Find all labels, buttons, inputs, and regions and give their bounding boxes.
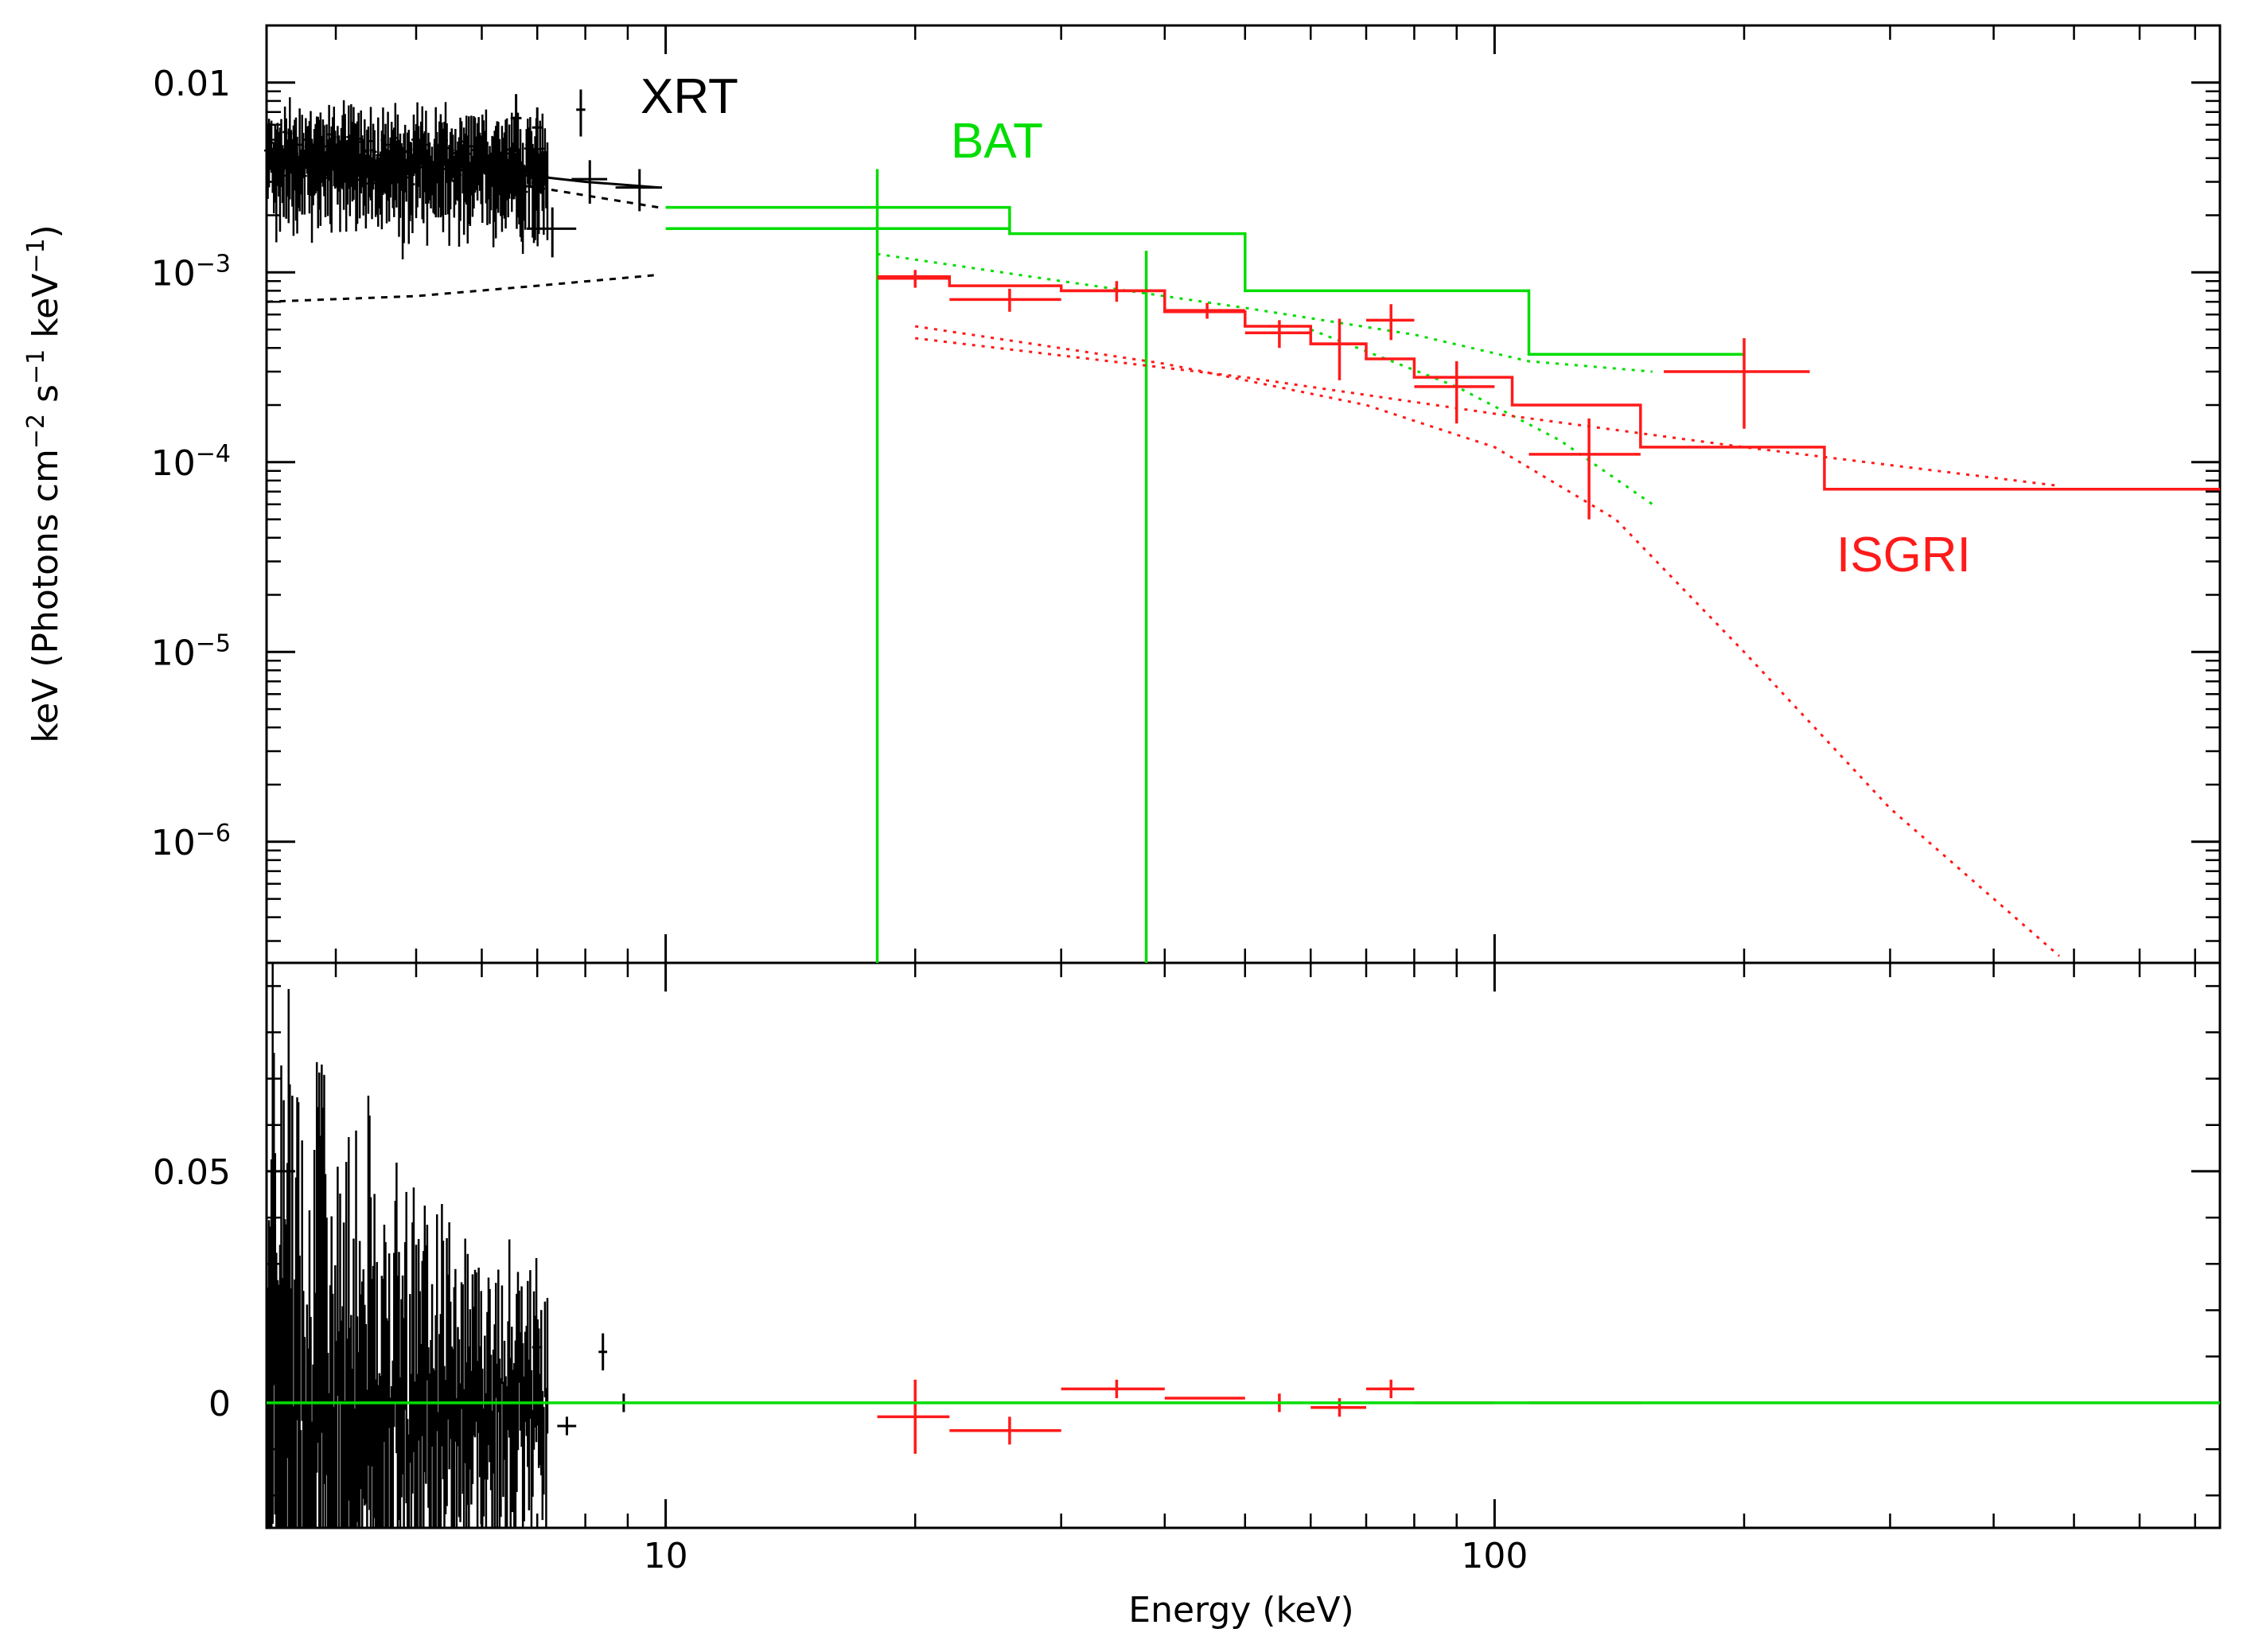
x-axis-label: Energy (keV) <box>1128 1590 1353 1631</box>
top-panel-series <box>264 89 2220 963</box>
plot-frames <box>265 24 2222 1529</box>
y-axis-label-sup: −1 <box>22 238 50 273</box>
bat-model-dotted <box>877 252 1653 373</box>
bat-model-step <box>665 205 1744 357</box>
y-tick-label: 0.01 <box>153 64 231 104</box>
x-tick-label: 10 <box>644 1536 688 1576</box>
y-tick-label-base: 10 <box>151 823 196 863</box>
top-panel-frame <box>265 24 2222 964</box>
y-axis-label-part: ) <box>25 224 66 238</box>
y-axis-label-sup: −1 <box>22 349 50 384</box>
xrt-model-component <box>266 273 659 303</box>
y-tick-label-exp: −5 <box>196 629 231 657</box>
xrt-model-component <box>450 175 659 209</box>
x-tick-label: 100 <box>1461 1536 1528 1576</box>
xrt-model-total <box>266 153 659 189</box>
y-tick-label: 10−5 <box>151 629 231 674</box>
y-tick-label-base: 0.01 <box>153 64 231 104</box>
y-axis-label-sup: −2 <box>22 414 50 449</box>
chart-labels: Energy (keV) keV (Photons cm−2 s−1 keV−1… <box>22 69 1971 1631</box>
y-tick-label-base: 10 <box>151 633 196 673</box>
isgri-model-cutoff <box>914 325 2061 957</box>
y-tick-label-exp: −6 <box>196 819 231 847</box>
y-tick-label-base: 10 <box>151 253 196 294</box>
y-axis-label-part: s <box>25 384 66 414</box>
bottom-panel-series <box>265 963 2220 1528</box>
isgri-model-powerlaw <box>915 337 2060 488</box>
y-tick-label-exp: −3 <box>196 250 231 278</box>
y-axis-label-part: keV (Photons cm <box>25 449 66 743</box>
isgri-label: ISGRI <box>1836 528 1971 582</box>
y-axis-label: keV (Photons cm−2 s−1 keV−1) <box>22 224 67 742</box>
y-tick-label: 10−6 <box>151 819 231 863</box>
y-axis-label-part: keV <box>25 274 66 349</box>
bottom-panel-frame <box>265 961 2222 1529</box>
isgri-model-step <box>877 275 2220 491</box>
y-tick-label-exp: −4 <box>196 439 231 467</box>
y-tick-label: 0.05 <box>153 1152 231 1193</box>
y-tick-label: 10−3 <box>151 250 231 294</box>
y-tick-label: 0 <box>208 1384 231 1424</box>
bat-label: BAT <box>951 114 1043 169</box>
y-tick-label: 10−4 <box>151 439 231 484</box>
y-tick-label-base: 10 <box>151 443 196 484</box>
xrt-label: XRT <box>641 69 738 124</box>
